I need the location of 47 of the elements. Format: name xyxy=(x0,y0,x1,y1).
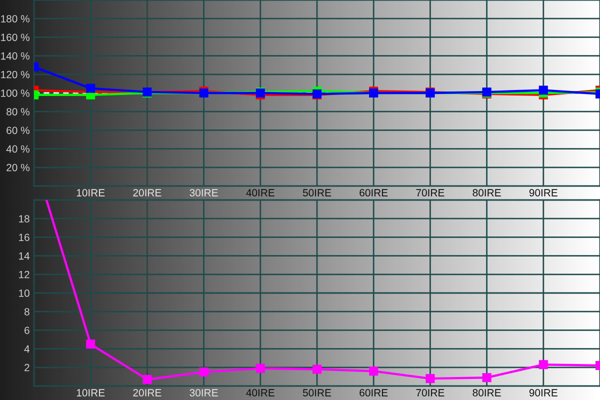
x-tick-label: 70IRE xyxy=(416,189,444,196)
y-tick-label: 140 % xyxy=(1,52,30,60)
point xyxy=(142,374,152,384)
point xyxy=(86,340,96,349)
y-tick-label: 16 xyxy=(19,234,30,242)
y-tick-label: 120 % xyxy=(1,70,30,78)
x-tick-label: 90IRE xyxy=(529,389,558,396)
y-tick-label: 8 xyxy=(24,308,30,316)
x-tick-label: 60IRE xyxy=(360,189,388,196)
y-tick-label: 4 xyxy=(24,345,30,353)
x-tick-label: 20IRE xyxy=(133,189,162,196)
x-tick-label: 80IRE xyxy=(472,189,501,196)
y-tick-label: 40 % xyxy=(6,145,30,153)
y-tick-label: 14 xyxy=(19,252,30,260)
point xyxy=(538,360,548,370)
x-tick-label: 50IRE xyxy=(302,189,332,196)
point xyxy=(538,86,548,95)
x-tick-label: 40IRE xyxy=(246,189,274,196)
point xyxy=(256,364,265,373)
x-tick-label: 90IRE xyxy=(529,189,558,196)
x-tick-label: 10IRE xyxy=(76,189,105,196)
y-tick-label: 20 % xyxy=(6,164,30,172)
y-tick-label: 10 xyxy=(19,290,30,297)
point xyxy=(426,374,435,384)
y-tick-label: 80 % xyxy=(6,108,30,116)
y-tick-label: 160 % xyxy=(1,34,30,42)
x-tick-label: 70IRE xyxy=(416,389,444,396)
y-tick-label: 18 xyxy=(19,215,30,222)
point xyxy=(86,84,96,93)
x-tick-label: 60IRE xyxy=(360,389,388,396)
point xyxy=(482,373,492,382)
y-tick-label: 6 xyxy=(24,326,30,334)
x-tick-label: 80IRE xyxy=(472,389,501,396)
x-tick-label: 40IRE xyxy=(246,389,274,396)
point xyxy=(199,368,208,377)
point xyxy=(312,364,322,374)
y-tick-label: 180 % xyxy=(1,15,30,22)
y-tick-label: 100 % xyxy=(1,90,30,97)
y-tick-label: 60 % xyxy=(6,126,30,134)
x-tick-label: 50IRE xyxy=(302,389,332,396)
y-tick-label: 2 xyxy=(24,364,30,372)
x-tick-label: 30IRE xyxy=(190,189,218,196)
x-tick-label: 30IRE xyxy=(190,389,218,396)
y-tick-label: 12 xyxy=(19,270,30,278)
point xyxy=(369,366,378,376)
x-tick-label: 20IRE xyxy=(133,389,162,396)
x-tick-label: 10IRE xyxy=(76,389,105,396)
